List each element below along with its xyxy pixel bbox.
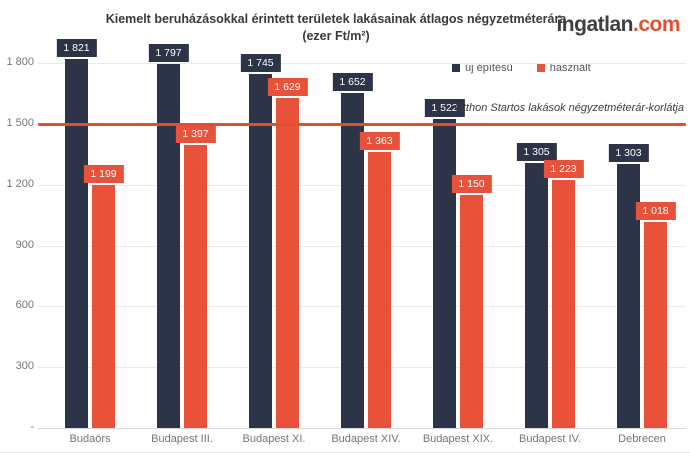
x-category-label: Budapest XIV. (331, 433, 401, 445)
y-tick-label-300: 300 (15, 360, 34, 372)
bar-value-label: 1 397 (175, 125, 216, 143)
bar-új-építésű-Budapest-IV (525, 163, 548, 428)
bar-value-label: 1 797 (148, 44, 189, 62)
chart-title: Kiemelt beruházásokkal érintett területe… (105, 12, 567, 26)
bar-value-label: 1 652 (332, 73, 373, 91)
bar-használt-Budapest-XIV (368, 152, 391, 428)
x-category-label: Budapest XIX. (422, 433, 494, 445)
y-tick-label-1500: 1 500 (6, 117, 34, 129)
x-category-label: Budaörs (69, 433, 111, 445)
bar-használt-Debrecen (644, 222, 667, 428)
x-category-label: Budapest IV. (519, 433, 581, 445)
bar-új-építésű-Budapest-XI (249, 74, 272, 428)
bar-új-építésű-Budapest-XIV (341, 93, 364, 428)
used-swatch-icon (536, 64, 545, 72)
new-build-swatch-icon (452, 64, 460, 72)
reference-line (38, 123, 686, 126)
title-block: Kiemelt beruházásokkal érintett területe… (0, 11, 672, 45)
gridline-1800 (38, 63, 686, 64)
x-category-label: Budapest XI. (242, 433, 306, 445)
legend-item-used: használt (536, 62, 591, 74)
y-tick-label-600: 600 (15, 299, 34, 311)
legend-item-new-build: új építésű (452, 62, 513, 74)
chart-subtitle: (ezer Ft/m²) (302, 29, 370, 43)
bar-value-label: 1 305 (516, 143, 557, 161)
bar-value-label: 1 223 (543, 160, 584, 178)
y-tick-label-1800: 1 800 (6, 56, 34, 68)
x-category-label: Budapest III. (151, 433, 213, 445)
x-axis-line (38, 428, 686, 429)
ingatlan-logo: ingatlan.com (556, 13, 680, 37)
logo-text: ingatlan (556, 13, 633, 36)
bar-használt-Budaörs (92, 185, 115, 428)
reference-line-label: Otthon Startos lakások négyzetméterár-ko… (454, 102, 684, 114)
bar-használt-Budapest-XIX (460, 195, 483, 428)
legend-label-used: használt (549, 62, 591, 74)
bar-új-építésű-Budapest-III (157, 64, 180, 428)
y-tick-label-900: 900 (15, 239, 34, 251)
y-tick-label-1200: 1 200 (6, 178, 34, 190)
bar-használt-Budapest-XI (276, 98, 299, 428)
x-category-label: Debrecen (618, 433, 666, 445)
bar-használt-Budapest-III (184, 145, 207, 428)
y-tick-label-0: - (30, 421, 34, 433)
bar-value-label: 1 745 (240, 54, 281, 72)
bar-új-építésű-Debrecen (617, 164, 640, 428)
bar-value-label: 1 629 (267, 78, 308, 96)
logo-suffix: .com (632, 13, 681, 36)
legend-label-new-build: új építésű (465, 62, 513, 74)
bar-value-label: 1 303 (608, 144, 649, 162)
bar-value-label: 1 821 (56, 39, 97, 57)
bar-használt-Budapest-IV (552, 180, 575, 428)
bar-új-építésű-Budaörs (65, 59, 88, 428)
legend: új építésű használt (452, 62, 591, 74)
bar-value-label: 1 363 (359, 132, 400, 150)
bar-value-label: 1 522 (424, 99, 465, 117)
bar-value-label: 1 150 (451, 175, 492, 193)
bar-új-építésű-Budapest-XIX (433, 119, 456, 428)
bar-value-label: 1 199 (83, 165, 124, 183)
bar-value-label: 1 018 (635, 202, 676, 220)
